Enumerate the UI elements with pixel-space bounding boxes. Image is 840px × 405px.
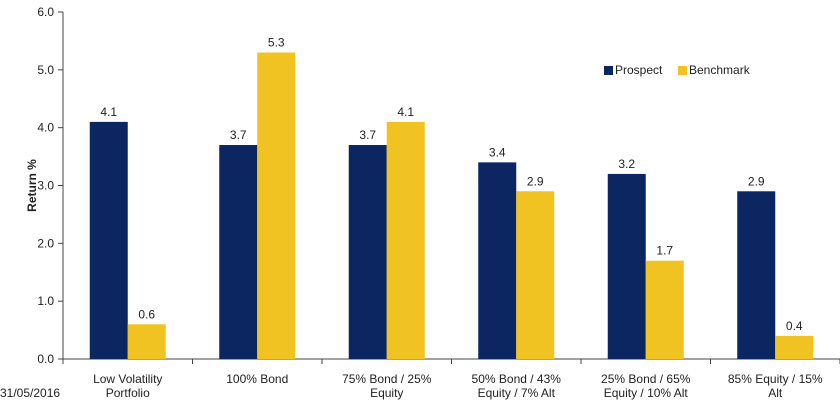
x-category-label: 50% Bond / 43% Equity / 7% Alt [472,372,562,400]
x-category-label: 75% Bond / 25% Equity [342,372,432,400]
bar-benchmark [775,335,814,359]
data-label: 0.6 [138,307,155,321]
legend-swatch-prospect [604,66,613,75]
y-axis-title: Return % [25,159,39,212]
legend-label-benchmark: Benchmark [689,63,751,77]
data-label: 3.7 [359,128,376,142]
footer-date: 31/05/2016 [0,386,61,400]
bars [89,52,814,359]
legend: Prospect Benchmark [604,63,751,77]
bar-benchmark [257,52,296,359]
y-tick-label: 0.0 [37,352,54,366]
bar-prospect [348,145,387,359]
bar-benchmark [386,121,425,359]
y-tick-label: 1.0 [37,294,54,308]
y-axis: 0.0 1.0 2.0 3.0 4.0 5.0 6.0 [37,5,64,366]
data-label: 4.1 [397,105,414,119]
x-category-label: 100% Bond [226,372,288,386]
bar-benchmark [516,191,555,359]
y-tick-label: 4.0 [37,121,54,135]
x-category-label: Low Volatility Portfolio [93,372,162,400]
y-tick-label: 6.0 [37,5,54,19]
x-category-label: 85% Equity / 15% Alt [728,372,823,400]
data-label: 5.3 [268,35,285,49]
data-label: 2.9 [527,174,544,188]
legend-label-prospect: Prospect [615,63,663,77]
bar-benchmark [127,324,166,359]
data-label: 3.7 [230,128,247,142]
data-label: 3.2 [618,157,635,171]
bar-prospect [737,191,776,359]
bar-prospect [478,162,517,359]
data-label: 4.1 [100,105,117,119]
bar-benchmark [645,260,684,359]
data-label: 0.4 [786,319,803,333]
y-tick-label: 3.0 [37,179,54,193]
data-label: 3.4 [489,145,506,159]
legend-swatch-benchmark [678,66,687,75]
x-axis: Low Volatility Portfolio 100% Bond 75% Bond… [62,358,840,400]
data-label: 2.9 [748,174,765,188]
data-labels: 4.1 3.7 3.7 3.4 3.2 2.9 0.6 5.3 4.1 2.9 1.7 0.4 [100,35,803,332]
bar-prospect [607,173,646,359]
y-tick-label: 5.0 [37,63,54,77]
data-label: 1.7 [656,244,673,258]
x-category-label: 25% Bond / 65% Equity / 10% Alt [601,372,691,400]
bar-prospect [89,121,128,359]
y-tick-label: 2.0 [37,236,54,250]
bar-prospect [219,145,258,359]
